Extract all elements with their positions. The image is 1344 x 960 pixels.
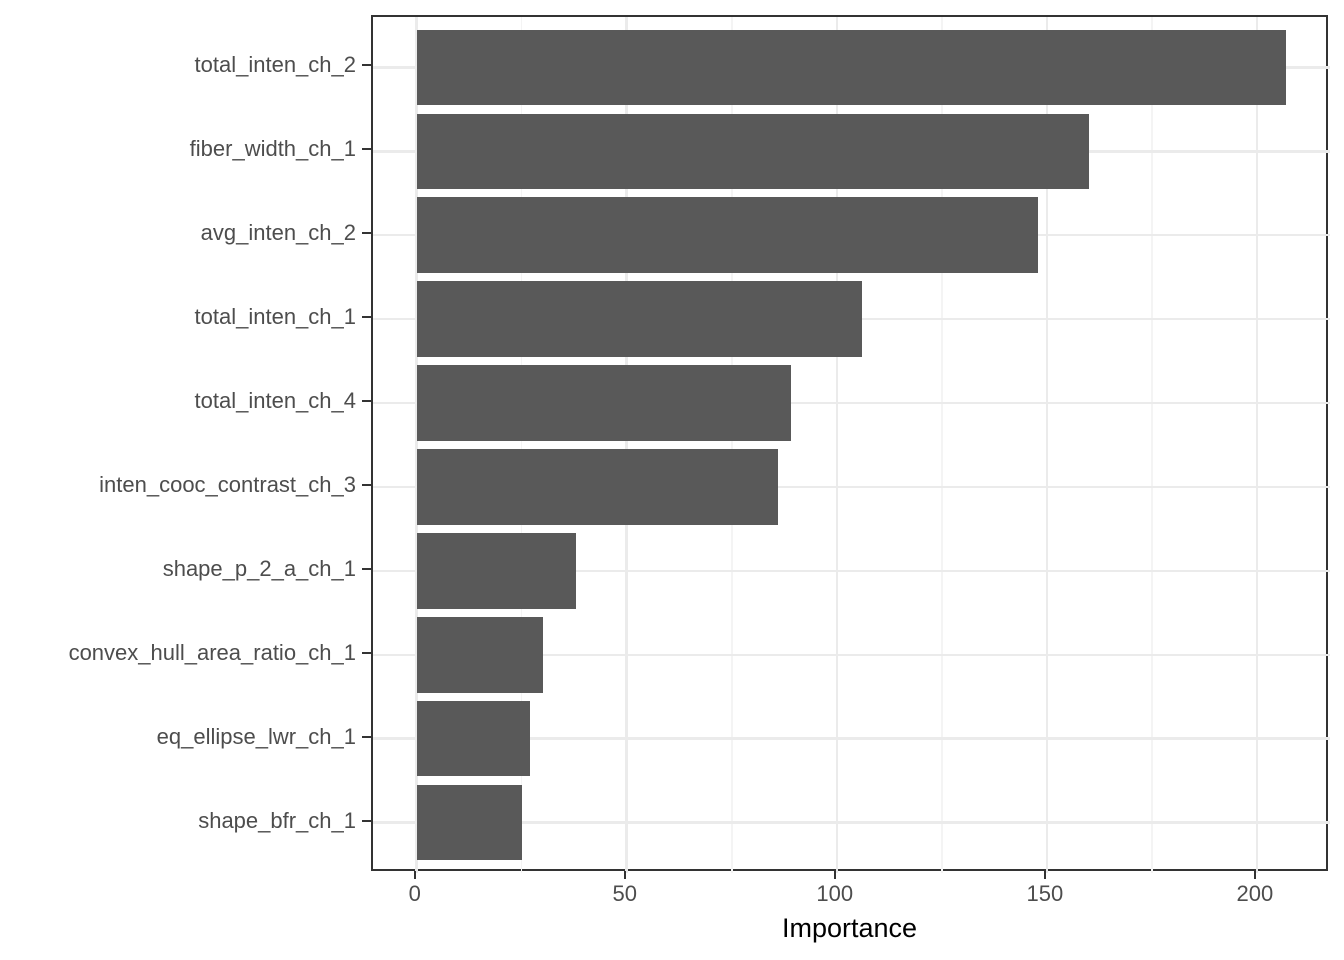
x-tick-label: 200	[1236, 881, 1274, 906]
y-tick-mark	[362, 735, 371, 738]
bar	[416, 365, 791, 441]
row-gridline	[373, 653, 1330, 657]
bar	[416, 784, 522, 861]
bar	[416, 113, 1089, 190]
bar	[416, 700, 531, 777]
grid-major-line	[625, 17, 628, 873]
plot-panel	[371, 15, 1330, 873]
x-tick-label: 150	[1026, 881, 1064, 906]
y-tick-mark	[362, 483, 371, 486]
y-tick-mark	[362, 148, 371, 151]
y-tick-mark	[362, 316, 371, 319]
grid-minor-line	[941, 17, 943, 873]
x-tick-label: 50	[612, 881, 637, 906]
y-tick-label: eq_ellipse_lwr_ch_1	[156, 723, 356, 749]
y-tick-mark	[362, 651, 371, 654]
row-gridline	[373, 401, 1330, 405]
y-tick-label: total_inten_ch_2	[194, 52, 356, 78]
x-tick-mark	[1253, 871, 1256, 879]
bar	[416, 29, 1287, 106]
y-tick-label: shape_p_2_a_ch_1	[162, 555, 356, 581]
x-tick-mark	[833, 871, 836, 879]
x-tick-label: 0	[408, 881, 421, 906]
bar	[416, 197, 1039, 273]
bar	[416, 281, 862, 357]
y-tick-label: total_inten_ch_1	[194, 304, 356, 330]
row-gridline	[373, 485, 1330, 489]
row-gridline	[373, 737, 1330, 740]
grid-minor-line	[731, 17, 733, 873]
x-tick-mark	[413, 871, 416, 879]
grid-major-line	[1255, 17, 1259, 873]
grid-major-line	[1045, 17, 1049, 873]
grid-major-line	[835, 17, 839, 873]
y-tick-label: fiber_width_ch_1	[189, 136, 356, 162]
y-tick-mark	[362, 400, 371, 403]
bar	[416, 617, 543, 693]
grid-major-line	[415, 17, 418, 873]
grid-minor-line	[1151, 17, 1153, 873]
y-tick-label: inten_cooc_contrast_ch_3	[99, 471, 356, 497]
x-axis-title: Importance	[781, 913, 918, 943]
x-tick-mark	[1043, 871, 1046, 879]
y-tick-mark	[362, 819, 371, 822]
grid-minor-line	[520, 17, 523, 873]
y-tick-mark	[362, 232, 371, 235]
x-tick-label: 100	[816, 881, 854, 906]
bar	[416, 533, 577, 609]
y-tick-label: avg_inten_ch_2	[200, 220, 356, 246]
x-tick-mark	[623, 871, 626, 879]
row-gridline	[373, 569, 1330, 573]
y-tick-mark	[362, 567, 371, 570]
y-tick-label: convex_hull_area_ratio_ch_1	[68, 639, 356, 665]
y-tick-label: shape_bfr_ch_1	[198, 807, 356, 833]
row-gridline	[373, 821, 1330, 824]
y-tick-label: total_inten_ch_4	[194, 388, 356, 414]
y-tick-mark	[362, 64, 371, 67]
bar	[416, 449, 778, 525]
